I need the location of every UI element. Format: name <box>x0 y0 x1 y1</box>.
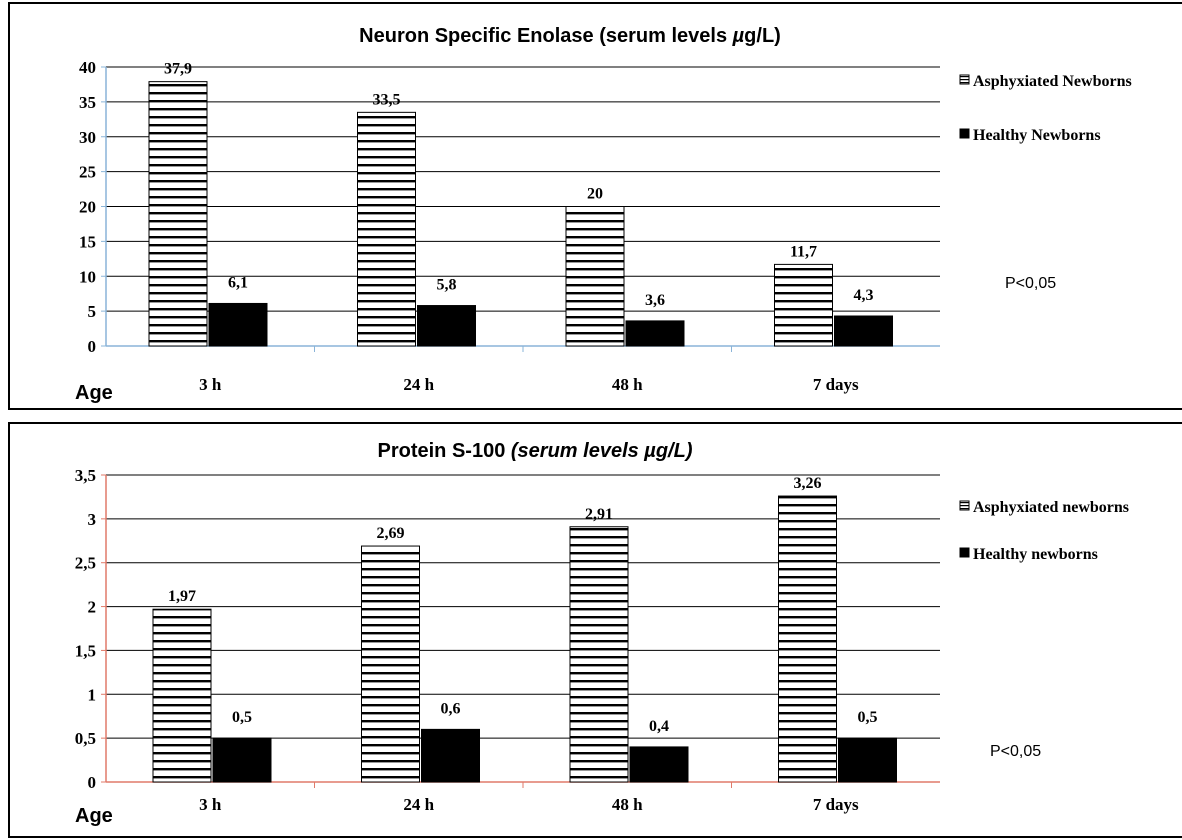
y-tick-label: 1,5 <box>75 641 96 660</box>
y-tick-label: 15 <box>79 232 96 251</box>
bar-asphyxiated <box>778 495 837 783</box>
data-label: 6,1 <box>228 274 248 291</box>
y-tick-label: 5 <box>88 302 97 321</box>
bar-asphyxiated <box>148 81 208 347</box>
bar-healthy <box>417 305 476 347</box>
y-tick-label: 0,5 <box>75 729 96 748</box>
data-label: 11,7 <box>790 243 817 260</box>
chart-panel-nse: Neuron Specific Enolase (serum levels µg… <box>8 2 1182 410</box>
data-label: 0,6 <box>441 700 461 717</box>
legend-swatch <box>959 500 970 511</box>
data-label: 0,5 <box>232 709 252 726</box>
chart-panel-s100: Protein S-100 (serum levels µg/L) 0 0,5 1 1,… <box>8 422 1182 838</box>
category-label: 7 days <box>813 375 859 394</box>
bar-asphyxiated <box>357 111 416 347</box>
chart-title: Neuron Specific Enolase (serum levels µg… <box>359 25 781 47</box>
bar-asphyxiated <box>152 608 212 783</box>
data-label: 0,5 <box>858 709 878 726</box>
data-label: 1,97 <box>168 588 196 605</box>
bar-healthy <box>208 302 268 347</box>
y-tick-label: 30 <box>79 128 96 147</box>
y-tick-label: 10 <box>79 267 96 286</box>
nse-chart: Neuron Specific Enolase (serum levels µg… <box>75 25 1132 404</box>
category-label: 3 h <box>199 795 222 814</box>
data-label: 2,91 <box>585 506 613 523</box>
y-tick-label: 2 <box>88 598 97 617</box>
s100-chart: Protein S-100 (serum levels µg/L) 0 0,5 1 1,… <box>75 440 1129 827</box>
legend-label: Healthy Newborns <box>973 127 1101 144</box>
y-tick-label: 1 <box>88 685 97 704</box>
legend-swatch <box>959 74 970 85</box>
legend-label: Asphyxiated Newborns <box>973 73 1132 90</box>
y-tick-label: 25 <box>79 163 96 182</box>
category-label: 24 h <box>403 795 434 814</box>
x-axis-label: Age <box>75 382 113 404</box>
bar-asphyxiated <box>569 526 629 783</box>
bar-asphyxiated <box>361 545 420 783</box>
data-label: 20 <box>587 186 603 203</box>
legend-swatch <box>959 547 970 558</box>
y-tick-label: 0 <box>88 773 97 792</box>
bar-healthy <box>838 737 897 783</box>
bar-healthy <box>421 728 480 783</box>
p-value-annotation: P<0,05 <box>990 743 1041 760</box>
category-label: 7 days <box>813 795 859 814</box>
category-label: 48 h <box>612 795 643 814</box>
data-label: 33,5 <box>373 91 401 108</box>
bar-healthy <box>629 746 689 783</box>
bar-healthy <box>834 315 893 347</box>
data-label: 37,9 <box>164 61 192 78</box>
legend-swatch <box>959 128 970 139</box>
bar-asphyxiated <box>774 263 833 347</box>
chart-title: Protein S-100 (serum levels µg/L) <box>378 440 693 462</box>
data-label: 4,3 <box>854 287 874 304</box>
y-tick-label: 35 <box>79 93 96 112</box>
y-tick-label: 40 <box>79 58 96 77</box>
data-label: 3,26 <box>794 475 822 492</box>
x-axis-label: Age <box>75 805 113 827</box>
y-tick-label: 0 <box>88 337 97 356</box>
data-label: 5,8 <box>437 277 457 294</box>
category-label: 3 h <box>199 375 222 394</box>
p-value-annotation: P<0,05 <box>1005 275 1056 292</box>
y-tick-label: 3 <box>88 510 97 529</box>
category-label: 24 h <box>403 375 434 394</box>
bar-healthy <box>212 737 272 783</box>
legend-label: Healthy newborns <box>973 546 1098 563</box>
data-label: 3,6 <box>645 292 665 309</box>
y-tick-label: 2,5 <box>75 554 96 573</box>
y-tick-label: 20 <box>79 198 96 217</box>
category-label: 48 h <box>612 375 643 394</box>
y-tick-label: 3,5 <box>75 466 96 485</box>
bar-healthy <box>625 320 685 347</box>
legend-label: Asphyxiated newborns <box>973 499 1129 516</box>
bar-asphyxiated <box>565 206 625 347</box>
data-label: 0,4 <box>649 718 669 735</box>
data-label: 2,69 <box>377 525 405 542</box>
